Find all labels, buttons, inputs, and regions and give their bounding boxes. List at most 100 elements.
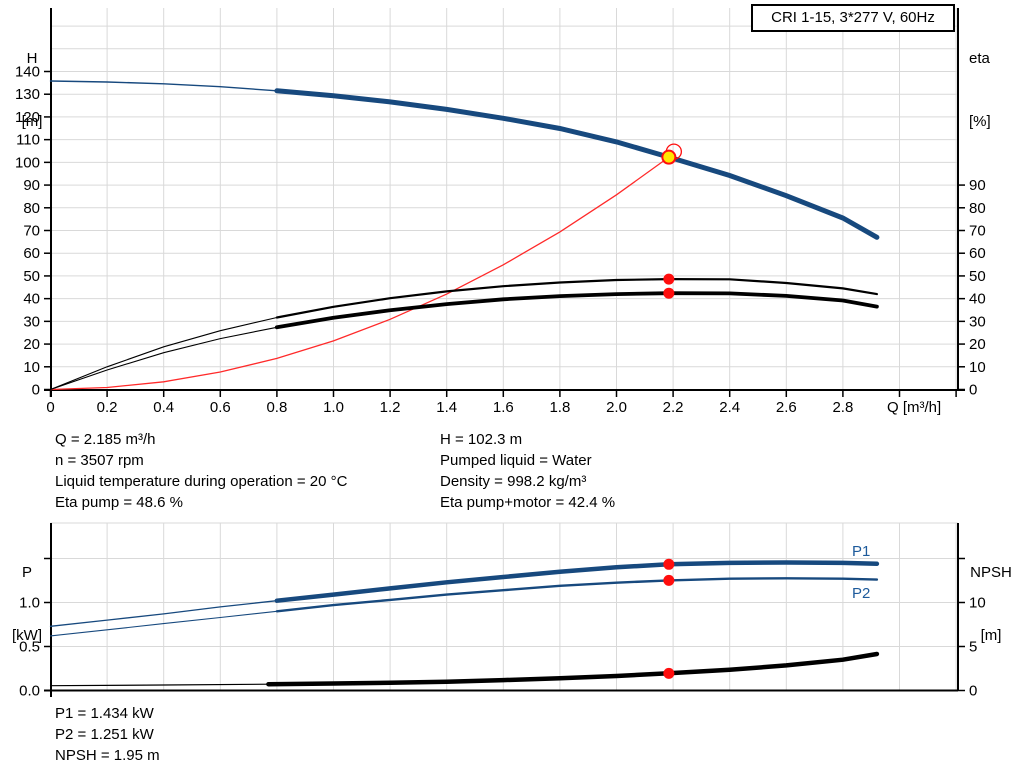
h-tick-label: 100: [15, 154, 40, 171]
h-tick-label: 140: [15, 64, 40, 81]
eta-axis-title: eta [%]: [969, 6, 1009, 174]
top-axes: [44, 8, 965, 397]
info-eta-pump: Eta pump = 48.6 %: [55, 494, 183, 511]
info-eta-pump-motor: Eta pump+motor = 42.4 %: [440, 494, 616, 511]
npsh-axis-title-unit: [m]: [980, 627, 1002, 644]
p1-curve-label: P1: [852, 543, 871, 560]
system-curve-curve: [49, 156, 670, 391]
h-tick-label: 0: [32, 382, 40, 399]
q-tick-label: 0.2: [97, 399, 118, 416]
h-tick-label: 20: [23, 336, 40, 353]
h-tick-label: 10: [23, 359, 40, 376]
q-tick-label: 1.8: [549, 399, 570, 416]
power-info: P1 = 1.434 kW P2 = 1.251 kW NPSH = 1.95 …: [55, 703, 160, 766]
npsh-tick-label: 0: [969, 683, 977, 700]
q-tick-label: 0.8: [266, 399, 287, 416]
q-tick-label: 2.4: [719, 399, 740, 416]
h-tick-label: 80: [23, 200, 40, 217]
p1-point: [663, 558, 675, 570]
eta-pump-motor-point: [663, 287, 675, 299]
info-p2: P2 = 1.251 kW: [55, 726, 154, 743]
P1-curve-thick: [274, 560, 880, 603]
eta-axis-title-unit: [%]: [969, 113, 991, 130]
eta-pump-point: [663, 273, 675, 285]
duty-point[interactable]: [661, 149, 677, 165]
p2-point: [663, 574, 675, 586]
info-p1: P1 = 1.434 kW: [55, 705, 154, 722]
eta-axis-title-symbol: eta: [969, 50, 990, 67]
bottom-gridlines: [50, 522, 958, 691]
npsh-tick-label: 10: [969, 595, 986, 612]
npsh-axis-title: NPSH [m]: [963, 520, 1019, 688]
eta-tick-label: 20: [969, 336, 986, 353]
npsh-axis-title-symbol: NPSH: [970, 564, 1012, 581]
duty-info-left: Q = 2.185 m³/h n = 3507 rpm Liquid tempe…: [55, 429, 347, 513]
eta-tick-label: 60: [969, 245, 986, 262]
h-tick-label: 50: [23, 268, 40, 285]
h-axis-title-symbol: H: [26, 50, 38, 67]
q-tick-label: 0.4: [153, 399, 174, 416]
npsh-tick-label: 5: [969, 639, 977, 656]
eta-tick-label: 50: [969, 268, 986, 285]
q-tick-label: 1.2: [380, 399, 401, 416]
h-tick-label: 40: [23, 291, 40, 308]
h-tick-label: 60: [23, 245, 40, 262]
q-tick-label: 1.4: [436, 399, 457, 416]
duty-info-right: H = 102.3 m Pumped liquid = Water Densit…: [440, 429, 615, 513]
info-liquid-temperature: Liquid temperature during operation = 20…: [55, 473, 348, 490]
eta-tick-label: 30: [969, 313, 986, 330]
info-density: Density = 998.2 kg/m³: [440, 473, 587, 490]
q-tick-label: 2.0: [606, 399, 627, 416]
NPSH-curve-thin: [49, 683, 269, 687]
npsh-point: [663, 667, 675, 679]
q-axis-title: Q [m³/h]: [887, 399, 942, 416]
head-curve-thin: [49, 80, 278, 92]
eta-tick-label: 80: [969, 200, 986, 217]
h-tick-label: 30: [23, 313, 40, 330]
p-tick-label: 0.5: [19, 639, 40, 656]
eta-pump-motor-curve-thin: [49, 326, 278, 391]
q-tick-label: 1.0: [323, 399, 344, 416]
p2-curve-label: P2: [852, 585, 871, 602]
eta-tick-label: 40: [969, 291, 986, 308]
h-tick-label: 110: [16, 132, 40, 149]
info-npsh: NPSH = 1.95 m: [55, 747, 160, 764]
P2-curve-thick: [275, 577, 879, 613]
head-curve-thick: [274, 88, 880, 240]
P1-curve-thin: [49, 600, 278, 627]
h-tick-label: 120: [15, 109, 40, 126]
P2-curve-thin: [49, 610, 278, 637]
eta-tick-label: 90: [969, 177, 986, 194]
p-axis-title-unit: [kW]: [12, 627, 42, 644]
pump-title-box: CRI 1-15, 3*277 V, 60Hz: [751, 4, 955, 32]
info-speed: n = 3507 rpm: [55, 452, 144, 469]
power-npsh-chart: 0.0 0.5 1.0 0 5 10: [19, 522, 986, 700]
info-pumped-liquid: Pumped liquid = Water: [440, 452, 592, 469]
bottom-axes: [44, 523, 965, 697]
eta-tick-label: 10: [969, 359, 986, 376]
info-h: H = 102.3 m: [440, 431, 523, 448]
eta-pump-curve-thick: [275, 277, 878, 319]
eta-tick-label: 0: [969, 382, 977, 399]
p-axis-title: P [kW]: [6, 520, 48, 688]
eta-tick-label: 70: [969, 223, 986, 240]
h-axis-title-unit: [m]: [21, 113, 43, 130]
q-tick-label: 2.8: [832, 399, 853, 416]
h-tick-label: 70: [23, 223, 40, 240]
q-tick-label: 2.6: [776, 399, 797, 416]
eta-pump-motor-curve-thick: [275, 291, 879, 330]
q-tick-label: 0: [46, 399, 54, 416]
p-tick-label: 1.0: [19, 595, 40, 612]
top-gridlines: [50, 8, 958, 390]
h-tick-label: 130: [15, 86, 40, 103]
NPSH-curve-thick: [266, 651, 880, 687]
h-axis-title: H [m]: [14, 6, 50, 174]
info-q: Q = 2.185 m³/h: [55, 431, 156, 448]
eta-pump-curve-thin: [49, 316, 278, 391]
head-capacity-chart: 0 10 20 30 40 50 60 70 80 90 100 110 120 130 140 0 10 20 3…: [15, 8, 986, 416]
q-tick-label: 2.2: [663, 399, 684, 416]
q-tick-label: 0.6: [210, 399, 231, 416]
q-tick-label: 1.6: [493, 399, 514, 416]
p-axis-title-symbol: P: [21, 564, 32, 581]
